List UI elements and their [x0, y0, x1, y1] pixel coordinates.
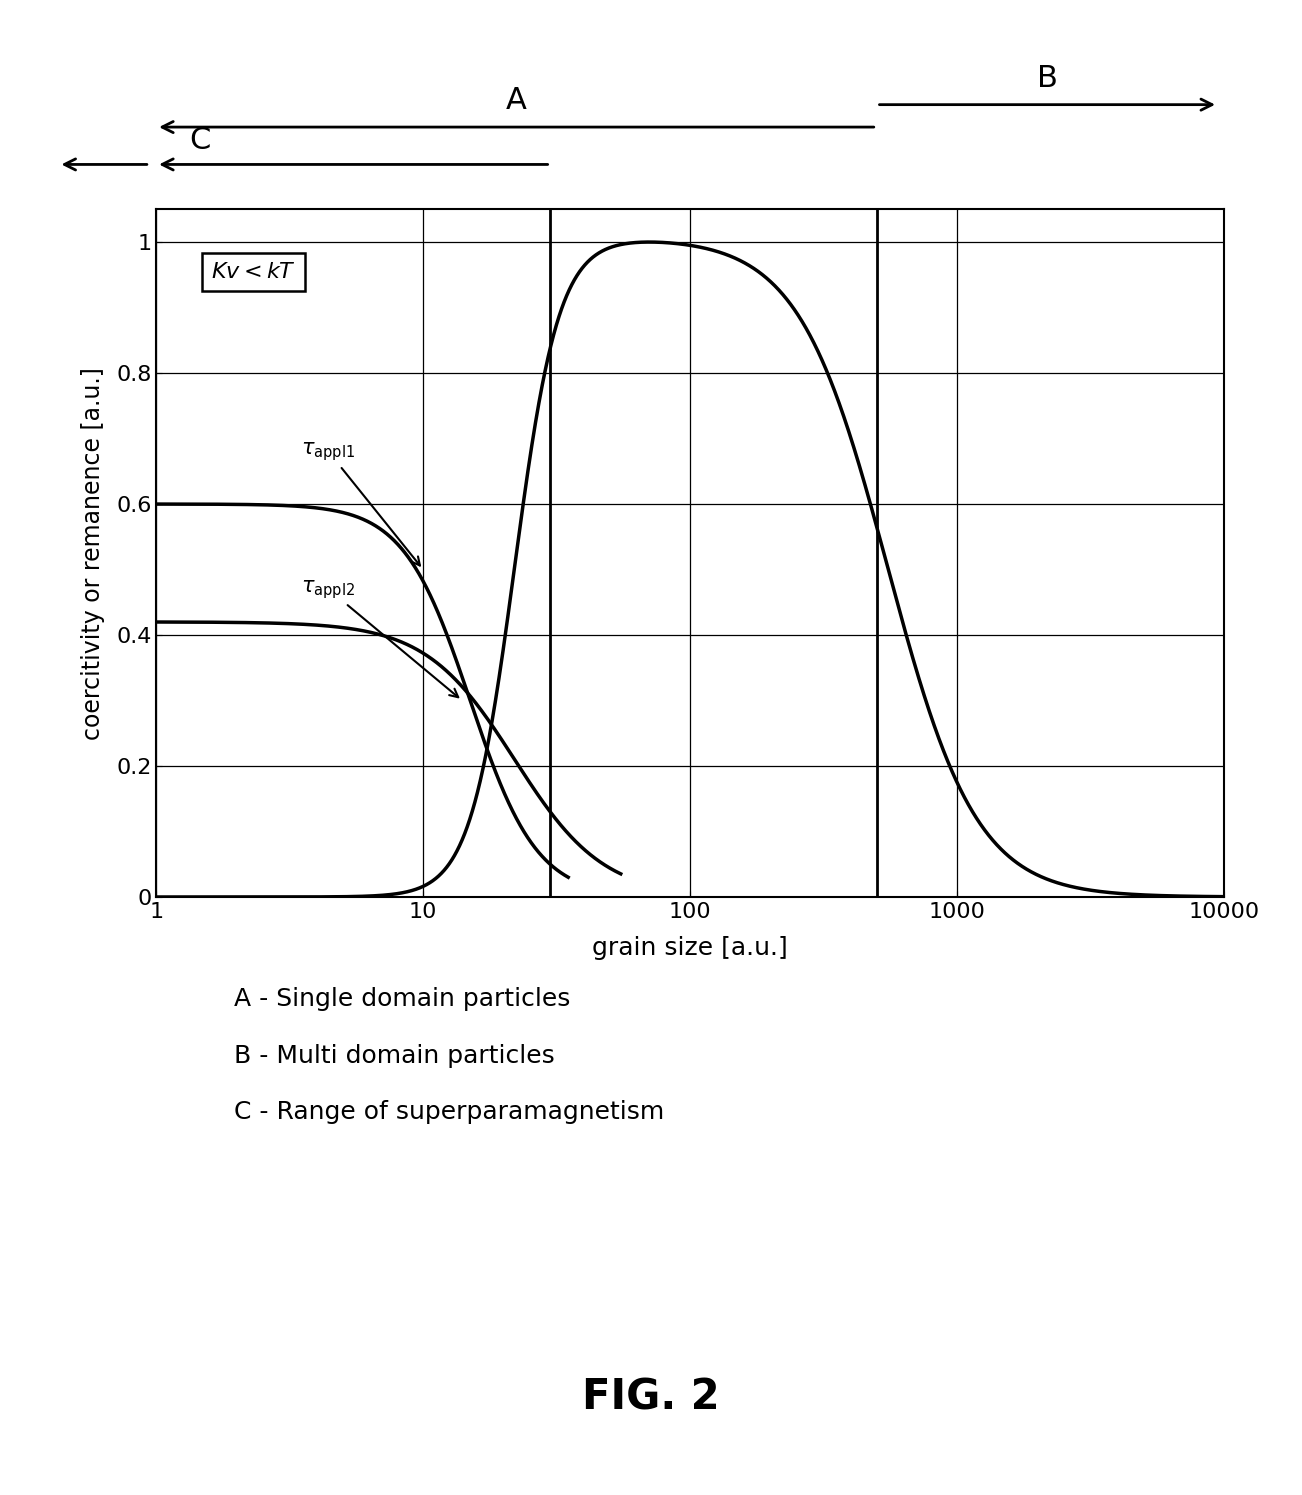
Text: $Kv < kT$: $Kv < kT$ — [211, 262, 296, 281]
Text: $\tau_{\mathrm{appl2}}$: $\tau_{\mathrm{appl2}}$ — [302, 577, 458, 697]
Text: A - Single domain particles: A - Single domain particles — [234, 987, 570, 1011]
Text: A: A — [506, 87, 527, 115]
Text: B - Multi domain particles: B - Multi domain particles — [234, 1044, 555, 1067]
Text: FIG. 2: FIG. 2 — [582, 1377, 720, 1419]
Text: $\tau_{\mathrm{appl1}}$: $\tau_{\mathrm{appl1}}$ — [302, 440, 421, 565]
Text: C - Range of superparamagnetism: C - Range of superparamagnetism — [234, 1100, 664, 1124]
Text: B: B — [1036, 64, 1057, 93]
X-axis label: grain size [a.u.]: grain size [a.u.] — [592, 936, 788, 960]
Y-axis label: coercitivity or remanence [a.u.]: coercitivity or remanence [a.u.] — [81, 366, 105, 740]
Text: C: C — [189, 127, 210, 155]
